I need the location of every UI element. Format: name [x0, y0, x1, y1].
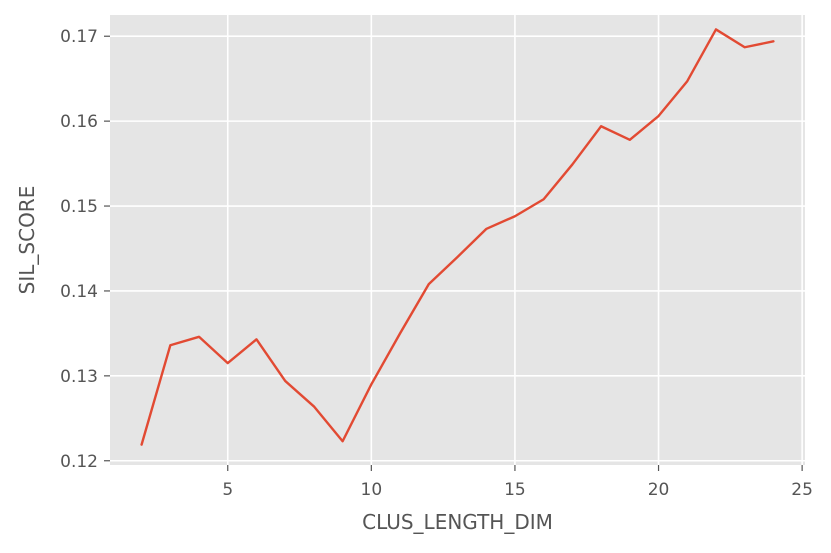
data-point: [426, 282, 431, 287]
data-point: [685, 79, 690, 84]
axis-ticks: 5 10 15 20 25 0.12 0.13 0.14 0.15 0.16 0.17: [60, 27, 813, 500]
plot-area: [110, 15, 805, 465]
data-point: [197, 334, 202, 339]
y-tick-label: 0.13: [60, 367, 98, 387]
x-tick-label: 25: [791, 480, 813, 500]
y-tick-label: 0.12: [60, 452, 98, 472]
y-tick-label: 0.14: [60, 282, 98, 302]
data-point: [599, 124, 604, 129]
data-point: [713, 27, 718, 32]
data-point: [398, 331, 403, 336]
x-axis-label: CLUS_LENGTH_DIM: [362, 510, 553, 534]
grid-lines: [110, 15, 805, 465]
data-point: [656, 114, 661, 119]
data-point: [771, 39, 776, 44]
y-axis-label: SIL_SCORE: [15, 186, 39, 295]
data-point: [570, 162, 575, 167]
data-point: [742, 45, 747, 50]
y-tick-label: 0.16: [60, 112, 98, 132]
data-point: [512, 214, 517, 219]
x-tick-label: 10: [361, 480, 383, 500]
x-tick-label: 20: [648, 480, 670, 500]
data-point: [369, 382, 374, 387]
data-point: [340, 439, 345, 444]
data-point: [455, 254, 460, 259]
y-tick-label: 0.15: [60, 197, 98, 217]
data-point: [168, 343, 173, 348]
x-tick-label: 5: [222, 480, 233, 500]
data-point: [283, 378, 288, 383]
data-point: [254, 337, 259, 342]
series-layer: [139, 27, 776, 447]
y-tick-label: 0.17: [60, 27, 98, 47]
data-point: [484, 226, 489, 231]
data-point: [139, 442, 144, 447]
x-tick-label: 15: [504, 480, 526, 500]
series-line: [140, 28, 775, 446]
data-point: [627, 137, 632, 142]
data-point: [225, 361, 230, 366]
data-point: [541, 197, 546, 202]
data-point: [311, 404, 316, 409]
